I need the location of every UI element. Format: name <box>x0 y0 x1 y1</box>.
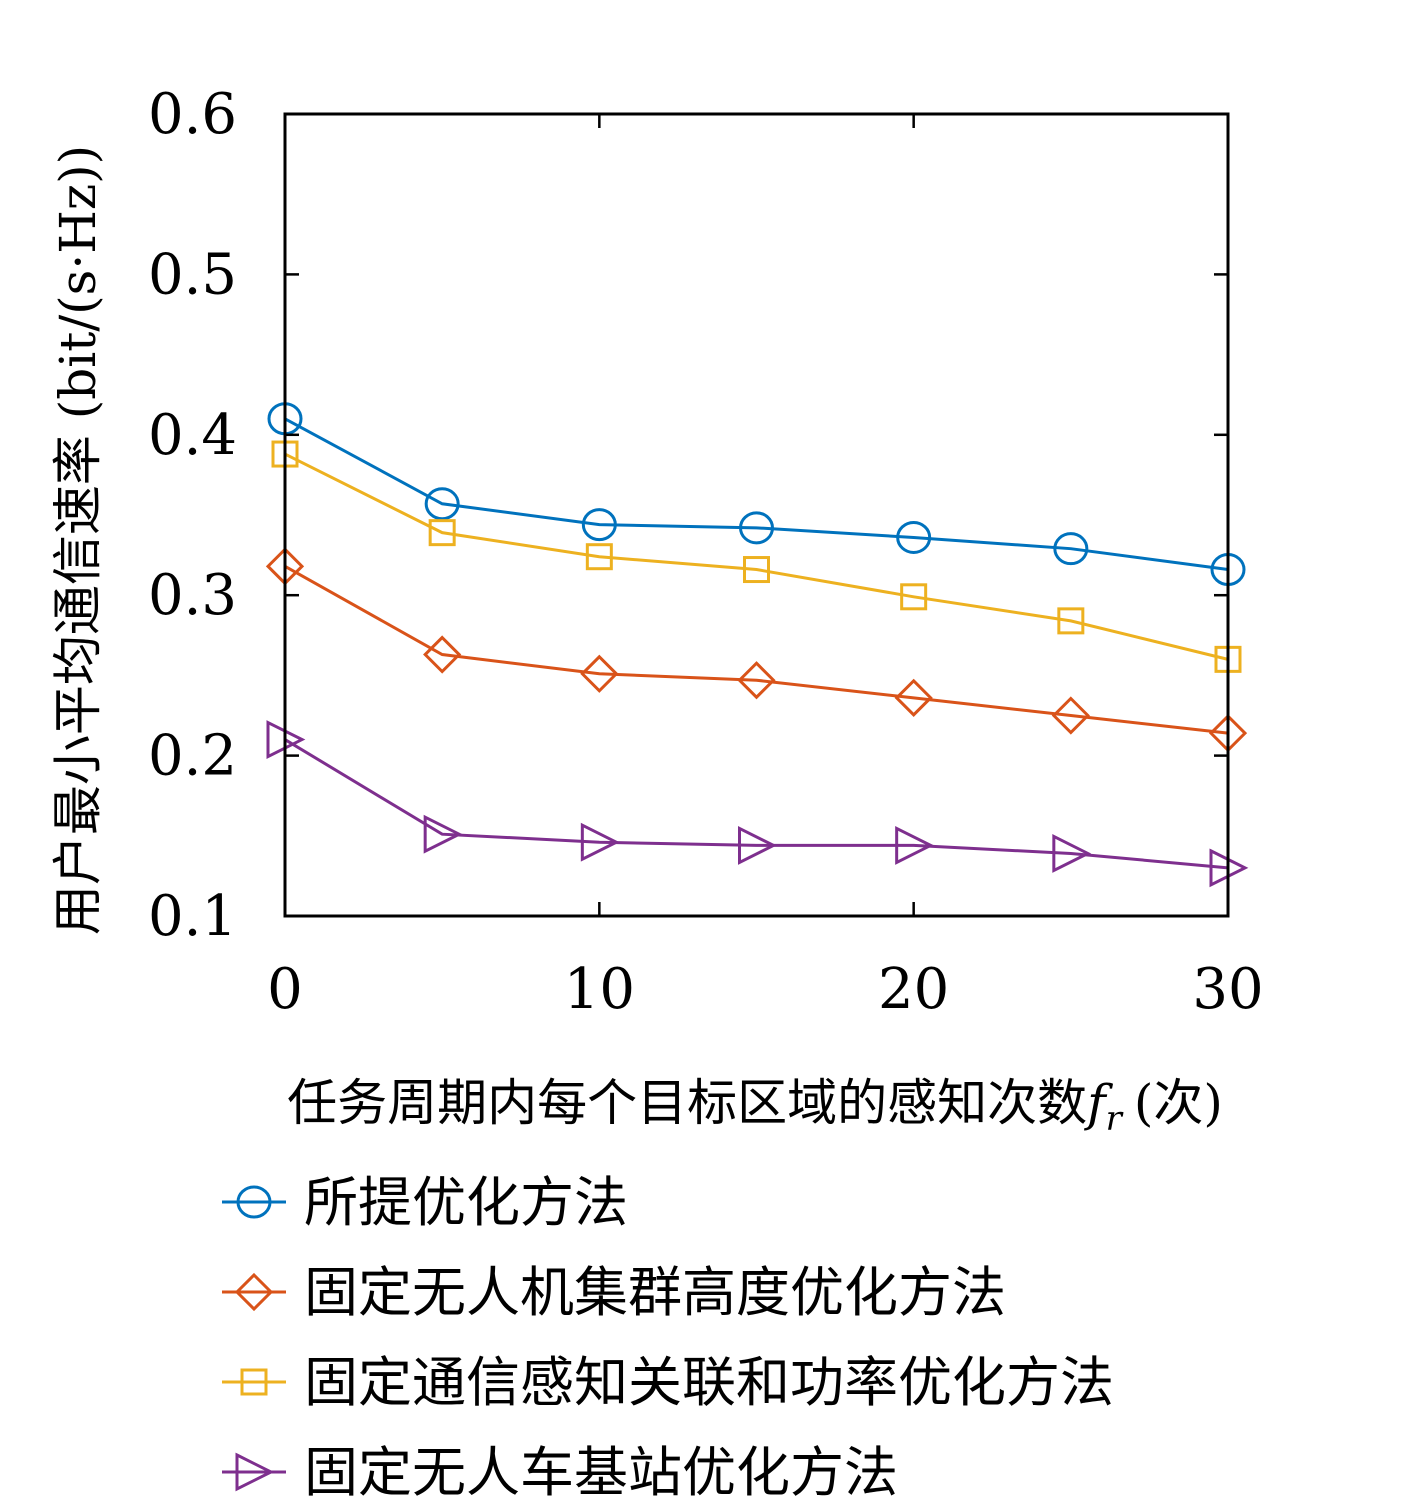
legend-item-0: 所提优化方法 <box>222 1171 628 1234</box>
y-tick-label: 0.1 <box>148 884 237 949</box>
x-axis-label: 任务周期内每个目标区域的感知次数fr (次) <box>287 1074 1223 1139</box>
data-point <box>580 822 620 862</box>
data-point <box>1051 696 1090 735</box>
data-point <box>738 825 777 865</box>
data-point <box>739 511 774 545</box>
legend-label: 所提优化方法 <box>304 1171 628 1234</box>
ticks-layer: 0 10 20 30 0.1 0.2 0.3 0.4 0.5 0.6 <box>148 82 1264 1022</box>
data-point <box>894 678 933 717</box>
legend-item-1: 固定无人机集群高度优化方法 <box>222 1261 1006 1324</box>
legend: 所提优化方法固定无人机集群高度优化方法固定通信感知关联和功率优化方法固定无人车基… <box>222 1171 1114 1504</box>
legend-marker <box>236 1185 272 1219</box>
x-axis-label-text: 任务周期内每个目标区域的感知次数 <box>287 1074 1087 1132</box>
data-point <box>1052 834 1092 873</box>
x-tick-label: 30 <box>1192 957 1263 1022</box>
y-tick-label: 0.5 <box>148 242 237 307</box>
x-tick-label: 10 <box>564 957 635 1022</box>
series-1 <box>265 547 1248 753</box>
data-point <box>895 825 935 865</box>
data-point <box>423 814 463 854</box>
y-tick-label: 0.2 <box>148 724 237 789</box>
data-point <box>896 520 932 554</box>
data-point <box>580 654 619 693</box>
data-point <box>581 508 617 542</box>
x-tick-label: 20 <box>878 957 949 1022</box>
legend-label: 固定通信感知关联和功率优化方法 <box>304 1351 1114 1414</box>
legend-label: 固定无人机集群高度优化方法 <box>304 1261 1006 1324</box>
legend-label: 固定无人车基站优化方法 <box>304 1441 898 1504</box>
data-point <box>900 583 928 611</box>
legend-marker <box>235 1452 275 1492</box>
data-point <box>428 519 456 547</box>
y-axis-label: 用户最小平均通信速率 (bit/(s·Hz)) <box>49 145 107 935</box>
data-point <box>424 487 460 521</box>
data-point <box>743 556 770 584</box>
data-point <box>1053 532 1089 566</box>
legend-item-2: 固定通信感知关联和功率优化方法 <box>222 1351 1114 1414</box>
series-3 <box>266 720 1249 888</box>
legend-marker <box>234 1272 274 1312</box>
data-point <box>1057 607 1085 635</box>
y-tick-label: 0.3 <box>148 563 237 628</box>
x-tick-label: 0 <box>267 957 303 1022</box>
data-point <box>423 635 462 674</box>
y-tick-label: 0.6 <box>148 82 237 147</box>
series-line-1 <box>284 565 1229 735</box>
y-tick-label: 0.4 <box>148 403 237 468</box>
data-point <box>737 661 776 700</box>
x-axis-label-unit: (次) <box>1134 1074 1223 1132</box>
series-2 <box>271 440 1242 673</box>
series-line-3 <box>284 738 1229 870</box>
series-line-2 <box>284 452 1229 661</box>
legend-marker <box>240 1368 268 1396</box>
legend-item-3: 固定无人车基站优化方法 <box>222 1441 898 1504</box>
x-axis-label-sub: r <box>1106 1099 1124 1139</box>
series-layer <box>265 402 1249 888</box>
plot-frame <box>283 112 1230 918</box>
data-point <box>585 543 613 571</box>
series-line-0 <box>284 417 1229 572</box>
